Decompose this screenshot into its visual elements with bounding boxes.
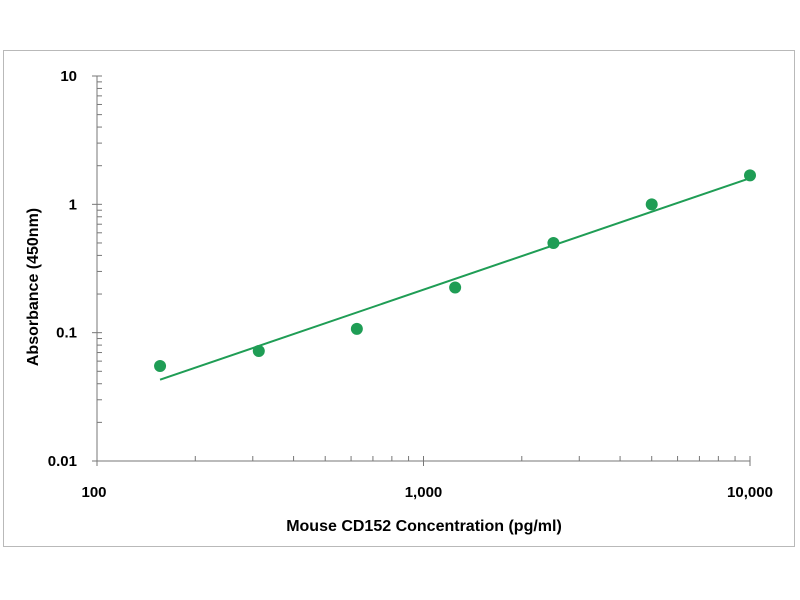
axes [96,76,750,462]
fit-line-group [159,177,751,381]
x-tick-label: 1,000 [405,484,443,501]
data-point [154,359,167,372]
data-point [350,322,363,335]
data-point [547,236,560,249]
data-point [744,169,756,182]
y-tick-label: 1 [69,196,77,213]
y-tick-label: 0.1 [56,325,77,342]
chart-frame [3,50,795,547]
data-point [449,281,462,294]
x-axis-label: Mouse CD152 Concentration (pg/ml) [286,518,562,535]
y-tick-label: 10 [60,68,77,85]
ticks [92,75,751,466]
fit-line [159,177,751,381]
data-point [252,344,265,357]
data-point [645,198,658,211]
x-tick-label: 100 [81,484,106,501]
y-tick-label: 0.01 [48,453,77,470]
y-axis-label: Absorbance (450nm) [25,208,42,366]
x-tick-label: 10,000 [727,484,773,501]
data-points [154,169,756,372]
tick-labels: 0.01 0.1 1 10 100 1,000 10,000 [48,68,773,501]
